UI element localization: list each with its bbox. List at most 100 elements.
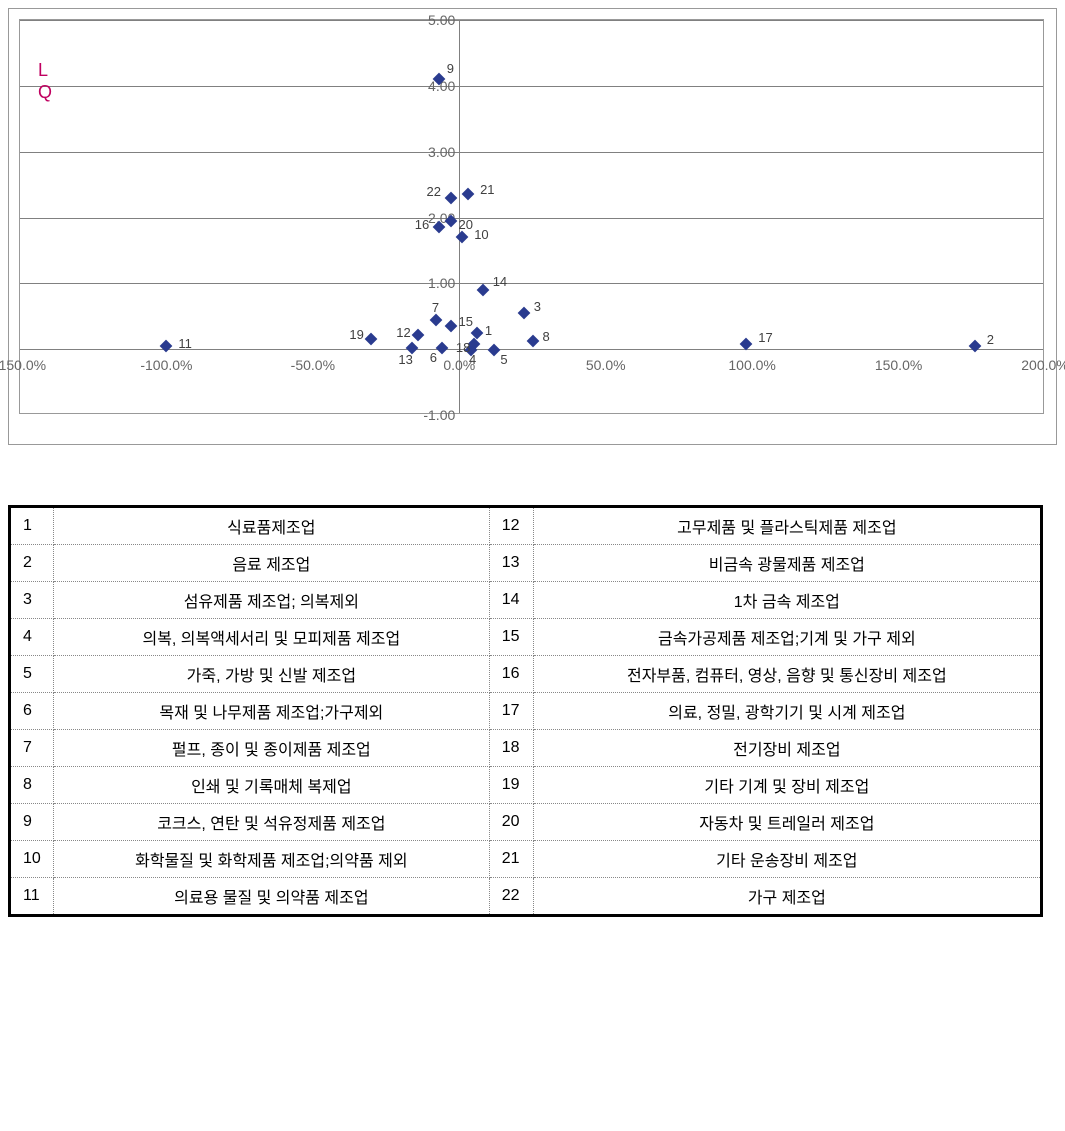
y-tick-label: 4.00 (409, 78, 455, 94)
legend-number: 10 (10, 841, 54, 878)
legend-description: 가죽, 가방 및 신발 제조업 (54, 656, 490, 693)
gridline-horizontal (20, 20, 1043, 21)
data-point-label: 17 (758, 330, 772, 345)
data-point-label: 14 (493, 274, 507, 289)
legend-number: 20 (489, 804, 533, 841)
gridline-horizontal (20, 152, 1043, 153)
legend-description: 코크스, 연탄 및 석유정제품 제조업 (54, 804, 490, 841)
data-point-label: 6 (430, 350, 437, 365)
x-tick-label: -100.0% (140, 357, 192, 373)
y-tick-label: 3.00 (409, 144, 455, 160)
y-tick-label: 1.00 (409, 275, 455, 291)
data-point-label: 7 (432, 300, 439, 315)
data-point-label: 8 (543, 329, 550, 344)
legend-description: 금속가공제품 제조업;기계 및 가구 제외 (533, 619, 1041, 656)
legend-number: 17 (489, 693, 533, 730)
gridline-horizontal (20, 349, 1043, 350)
data-point (517, 307, 530, 320)
legend-number: 1 (10, 507, 54, 545)
data-point (444, 320, 457, 333)
legend-description: 기타 운송장비 제조업 (533, 841, 1041, 878)
legend-number: 18 (489, 730, 533, 767)
table-row: 3섬유제품 제조업; 의복제외141차 금속 제조업 (10, 582, 1042, 619)
data-point-label: 20 (459, 217, 473, 232)
table-row: 2음료 제조업13비금속 광물제품 제조업 (10, 545, 1042, 582)
data-point (429, 313, 442, 326)
data-point-label: 1 (485, 323, 492, 338)
legend-description: 인쇄 및 기록매체 복제업 (54, 767, 490, 804)
table-row: 1식료품제조업12고무제품 및 플라스틱제품 제조업 (10, 507, 1042, 545)
x-tick-label: -150.0% (0, 357, 46, 373)
legend-number: 22 (489, 878, 533, 916)
legend-number: 14 (489, 582, 533, 619)
data-point (365, 333, 378, 346)
legend-description: 자동차 및 트레일러 제조업 (533, 804, 1041, 841)
data-point (968, 340, 981, 353)
x-tick-label: 50.0% (586, 357, 626, 373)
data-point (526, 335, 539, 348)
legend-description: 펄프, 종이 및 종이제품 제조업 (54, 730, 490, 767)
legend-description: 식료품제조업 (54, 507, 490, 545)
legend-description: 의복, 의복액세서리 및 모피제품 제조업 (54, 619, 490, 656)
data-point-label: 15 (459, 314, 473, 329)
data-point-label: 10 (474, 227, 488, 242)
data-point-label: 22 (427, 184, 441, 199)
x-tick-label: 100.0% (728, 357, 775, 373)
legend-number: 11 (10, 878, 54, 916)
legend-number: 8 (10, 767, 54, 804)
x-tick-label: 200.0% (1021, 357, 1065, 373)
data-point-label: 13 (398, 352, 412, 367)
data-point (160, 340, 173, 353)
legend-description: 목재 및 나무제품 제조업;가구제외 (54, 693, 490, 730)
table-row: 8인쇄 및 기록매체 복제업19기타 기계 및 장비 제조업 (10, 767, 1042, 804)
legend-description: 화학물질 및 화학제품 제조업;의약품 제외 (54, 841, 490, 878)
data-point (488, 344, 501, 357)
legend-description: 전기장비 제조업 (533, 730, 1041, 767)
gridline-horizontal (20, 283, 1043, 284)
legend-number: 2 (10, 545, 54, 582)
axis-title-lq: LQ (38, 60, 52, 103)
table-row: 11의료용 물질 및 의약품 제조업22가구 제조업 (10, 878, 1042, 916)
legend-description: 비금속 광물제품 제조업 (533, 545, 1041, 582)
legend-number: 4 (10, 619, 54, 656)
legend-number: 3 (10, 582, 54, 619)
legend-number: 19 (489, 767, 533, 804)
data-point-label: 16 (415, 217, 429, 232)
table-row: 9코크스, 연탄 및 석유정제품 제조업20자동차 및 트레일러 제조업 (10, 804, 1042, 841)
legend-description: 기타 기계 및 장비 제조업 (533, 767, 1041, 804)
data-point (456, 231, 469, 244)
y-tick-label: 5.00 (409, 12, 455, 28)
data-point (435, 341, 448, 354)
legend-description: 고무제품 및 플라스틱제품 제조업 (533, 507, 1041, 545)
table-row: 4의복, 의복액세서리 및 모피제품 제조업15금속가공제품 제조업;기계 및 … (10, 619, 1042, 656)
legend-number: 6 (10, 693, 54, 730)
table-row: 10화학물질 및 화학제품 제조업;의약품 제외21기타 운송장비 제조업 (10, 841, 1042, 878)
legend-table: 1식료품제조업12고무제품 및 플라스틱제품 제조업2음료 제조업13비금속 광… (8, 505, 1043, 917)
y-tick-label: -1.00 (409, 407, 455, 423)
x-tick-label: 150.0% (875, 357, 922, 373)
legend-number: 15 (489, 619, 533, 656)
chart-container: -1.001.002.003.004.005.00-150.0%-100.0%-… (8, 8, 1057, 445)
table-row: 6목재 및 나무제품 제조업;가구제외17의료, 정밀, 광학기기 및 시계 제… (10, 693, 1042, 730)
data-point-label: 11 (178, 336, 192, 351)
data-point (444, 191, 457, 204)
legend-description: 섬유제품 제조업; 의복제외 (54, 582, 490, 619)
legend-description: 1차 금속 제조업 (533, 582, 1041, 619)
data-point-label: 3 (534, 299, 541, 314)
gridline-horizontal (20, 86, 1043, 87)
data-point-label: 12 (396, 325, 410, 340)
legend-number: 13 (489, 545, 533, 582)
plot-area: -1.001.002.003.004.005.00-150.0%-100.0%-… (19, 19, 1044, 414)
legend-description: 의료, 정밀, 광학기기 및 시계 제조업 (533, 693, 1041, 730)
data-point (476, 284, 489, 297)
legend-description: 전자부품, 컴퓨터, 영상, 음향 및 통신장비 제조업 (533, 656, 1041, 693)
legend-number: 5 (10, 656, 54, 693)
legend-number: 12 (489, 507, 533, 545)
legend-description: 의료용 물질 및 의약품 제조업 (54, 878, 490, 916)
legend-description: 가구 제조업 (533, 878, 1041, 916)
legend-number: 9 (10, 804, 54, 841)
legend-description: 음료 제조업 (54, 545, 490, 582)
x-tick-label: -50.0% (291, 357, 335, 373)
data-point-label: 21 (480, 182, 494, 197)
legend-number: 21 (489, 841, 533, 878)
